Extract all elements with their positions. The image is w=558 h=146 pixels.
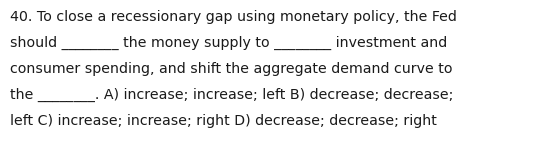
Text: left C) increase; increase; right D) decrease; decrease; right: left C) increase; increase; right D) dec… bbox=[10, 114, 437, 128]
Text: consumer spending, and shift the aggregate demand curve to: consumer spending, and shift the aggrega… bbox=[10, 62, 453, 76]
Text: the ________. A) increase; increase; left B) decrease; decrease;: the ________. A) increase; increase; lef… bbox=[10, 88, 454, 102]
Text: 40. To close a recessionary gap using monetary policy, the Fed: 40. To close a recessionary gap using mo… bbox=[10, 10, 457, 24]
Text: should ________ the money supply to ________ investment and: should ________ the money supply to ____… bbox=[10, 36, 448, 50]
